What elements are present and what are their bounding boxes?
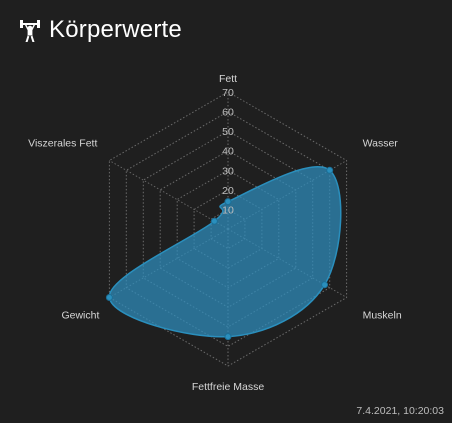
tick-label: 60	[222, 107, 234, 119]
category-label: Fettfreie Masse	[192, 381, 265, 393]
card-title: Körperwerte	[49, 16, 182, 43]
tick-label: 10	[222, 204, 234, 216]
data-point	[105, 294, 113, 301]
category-label: Gewicht	[61, 310, 99, 322]
tick-label: 20	[222, 185, 234, 197]
category-label: Muskeln	[363, 310, 402, 322]
tick-label: 40	[222, 146, 234, 158]
grid-spoke	[109, 160, 229, 230]
data-point	[210, 217, 218, 225]
data-point	[326, 166, 334, 174]
tick-label: 50	[222, 126, 234, 138]
category-label: Fett	[219, 73, 237, 85]
tick-label: 30	[222, 165, 234, 177]
data-point	[224, 333, 232, 341]
data-point	[321, 281, 329, 289]
category-label: Wasser	[363, 138, 399, 150]
tick-label: 70	[222, 87, 234, 99]
data-point	[224, 198, 232, 206]
timestamp: 7.4.2021, 10:20:03	[356, 405, 444, 417]
card-header: Körperwerte	[19, 16, 182, 44]
weightlifter-icon	[19, 17, 41, 43]
category-label: Viszerales Fett	[28, 138, 97, 150]
